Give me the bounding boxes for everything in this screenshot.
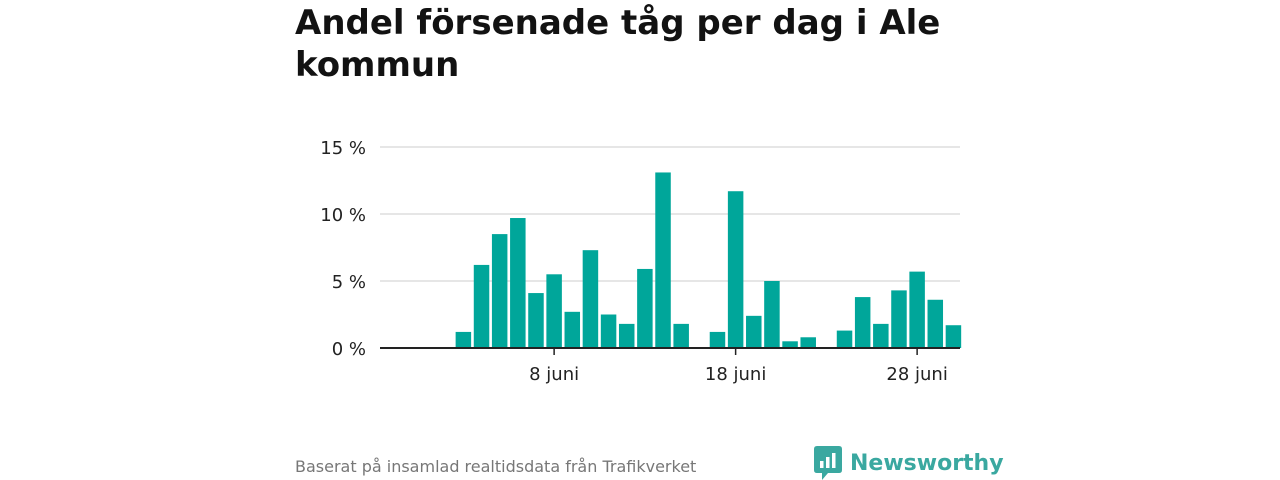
chart-title: Andel försenade tåg per dag i Ale kommun [295, 3, 941, 85]
bar [564, 311, 581, 348]
bar [782, 341, 798, 348]
bar [582, 250, 599, 348]
bar [673, 323, 689, 348]
bar [873, 323, 889, 348]
newsworthy-logo-icon [814, 446, 842, 480]
bar [800, 337, 816, 348]
bar [510, 218, 526, 348]
x-tick-label: 8 juni [529, 364, 579, 385]
bar [746, 315, 762, 348]
bar [491, 234, 508, 348]
bar [709, 331, 726, 348]
bar [854, 297, 871, 348]
bar [836, 330, 853, 348]
bar [909, 271, 925, 348]
x-tick-label: 18 juni [705, 364, 766, 385]
bar [528, 293, 544, 348]
bar [637, 268, 653, 348]
bar [600, 314, 617, 348]
y-tick-label: 15 % [320, 138, 366, 159]
bar [455, 331, 472, 348]
y-tick-label: 10 % [320, 205, 366, 226]
y-tick-label: 5 % [332, 272, 366, 293]
brand-name: Newsworthy [850, 450, 1004, 476]
x-tick-label: 28 juni [886, 364, 947, 385]
bar [473, 264, 490, 348]
bar [655, 172, 671, 348]
bar [727, 191, 744, 348]
bar [764, 281, 780, 348]
bar [927, 299, 944, 348]
bar [945, 325, 962, 348]
y-tick-label: 0 % [332, 339, 366, 360]
bar [546, 274, 562, 348]
bar [891, 290, 907, 348]
brand-logo: Newsworthy [814, 446, 1004, 480]
bar [618, 323, 635, 348]
source-note: Baserat på insamlad realtidsdata från Tr… [295, 457, 697, 476]
